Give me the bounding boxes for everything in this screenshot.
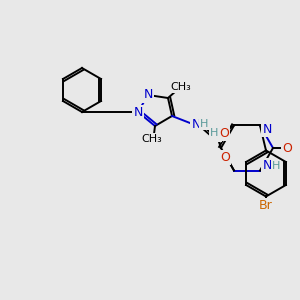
Text: CH₃: CH₃ (142, 134, 162, 144)
Text: O: O (219, 127, 229, 140)
Text: N: N (262, 159, 272, 172)
Text: N: N (133, 106, 143, 118)
Text: H: H (272, 160, 280, 170)
Text: H: H (210, 128, 218, 139)
Text: Br: Br (259, 199, 273, 212)
Text: H: H (200, 119, 208, 129)
Text: H: H (213, 131, 221, 141)
Text: N: N (143, 88, 153, 101)
Text: N: N (191, 118, 201, 131)
Text: N: N (262, 123, 272, 136)
Text: O: O (220, 151, 230, 164)
Text: CH₃: CH₃ (171, 82, 191, 92)
Text: O: O (282, 142, 292, 154)
